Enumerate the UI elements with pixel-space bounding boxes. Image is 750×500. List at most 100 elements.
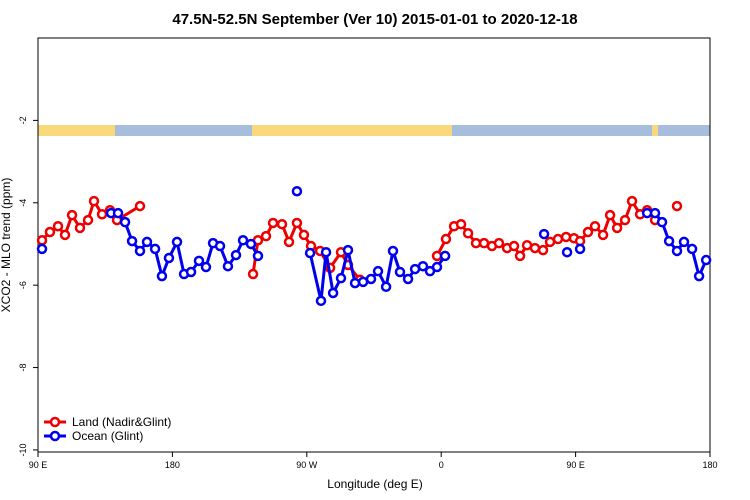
data-point [171,236,183,248]
data-point [222,260,234,272]
data-point [431,250,443,262]
data-point [700,254,712,266]
data-point [342,244,354,256]
x-tick-label: 90 E [566,460,585,470]
data-point [134,200,146,212]
data-point [119,216,131,228]
data-point [589,221,601,232]
data-point [88,195,100,207]
data-point [372,265,384,277]
data-point [247,268,259,280]
data-point [315,295,327,307]
data-point [417,260,429,272]
data-point [304,247,316,259]
data-point [537,244,549,256]
data-point [320,246,332,258]
data-point [597,229,609,241]
data-point [394,266,406,278]
data-point [493,237,505,249]
y-tick-label: -6 [18,281,28,289]
data-point [141,236,153,248]
data-point [619,214,631,226]
data-point [44,226,56,238]
data-point [552,233,564,245]
land-segment [652,125,658,136]
land-ocean-strip [38,125,710,136]
data-point [440,233,452,245]
data-point [291,217,303,229]
data-point [686,243,698,255]
data-point [245,238,257,250]
data-point [462,228,474,239]
data-point [291,185,303,197]
y-axis-title: XCO2 - MLO trend (ppm) [0,178,13,313]
x-axis-title: Longitude (deg E) [327,477,422,491]
data-point [663,235,675,247]
data-point [134,245,146,257]
data-point [365,273,377,285]
chart-title: 47.5N-52.5N September (Ver 10) 2015-01-0… [172,11,577,28]
plot-frame [37,37,711,453]
land-segment [252,125,452,136]
data-point [431,261,443,273]
data-point [561,246,573,258]
data-point [237,235,249,246]
data-point [82,214,94,226]
data-point [230,249,242,261]
data-point [387,245,399,257]
data-point [455,218,467,230]
y-tick-label: -2 [18,116,28,124]
data-point [276,218,288,230]
data-point [185,266,197,278]
data-point [380,281,392,293]
data-point [514,250,526,262]
x-tick-label: 90 W [296,460,318,470]
data-point [112,207,124,219]
land-segment [38,125,115,136]
y-tick-label: -8 [18,364,28,372]
x-tick-label: 90 E [29,460,48,470]
y-tick-label: -10 [18,443,28,456]
data-point [349,277,361,289]
data-point [402,273,414,285]
ocean-segment [452,125,652,136]
data-point [96,209,108,220]
data-point [611,222,623,234]
data-point [470,237,482,249]
legend-marker [49,416,61,428]
data-point [214,240,226,252]
data-point [582,226,594,238]
data-point [193,255,205,267]
data-point [283,236,295,248]
data-point [560,231,572,243]
ocean-segment [658,125,710,136]
data-point [538,228,550,240]
data-point [52,221,64,232]
data-point [335,272,347,284]
data-point [656,216,668,228]
data-point [678,236,690,248]
data-point [200,261,212,273]
legend-marker [49,430,61,442]
data-point [649,207,661,219]
data-point [671,200,683,212]
x-tick-label: 180 [702,460,717,470]
data-point [298,229,310,241]
data-point [36,235,48,246]
data-point [126,235,138,247]
data-point [529,242,541,254]
data-point [508,240,520,252]
x-tick-label: 180 [165,460,180,470]
ocean-segment [115,125,252,136]
data-point [36,243,48,255]
y-tick-label: -4 [18,199,28,207]
data-point [260,230,272,242]
data-point [66,209,78,221]
data-point [267,217,279,229]
data-point [156,270,168,282]
data-point [604,209,616,221]
data-point [626,195,638,207]
data-point [439,250,451,262]
x-tick-label: 0 [439,460,444,470]
data-point [59,229,71,241]
